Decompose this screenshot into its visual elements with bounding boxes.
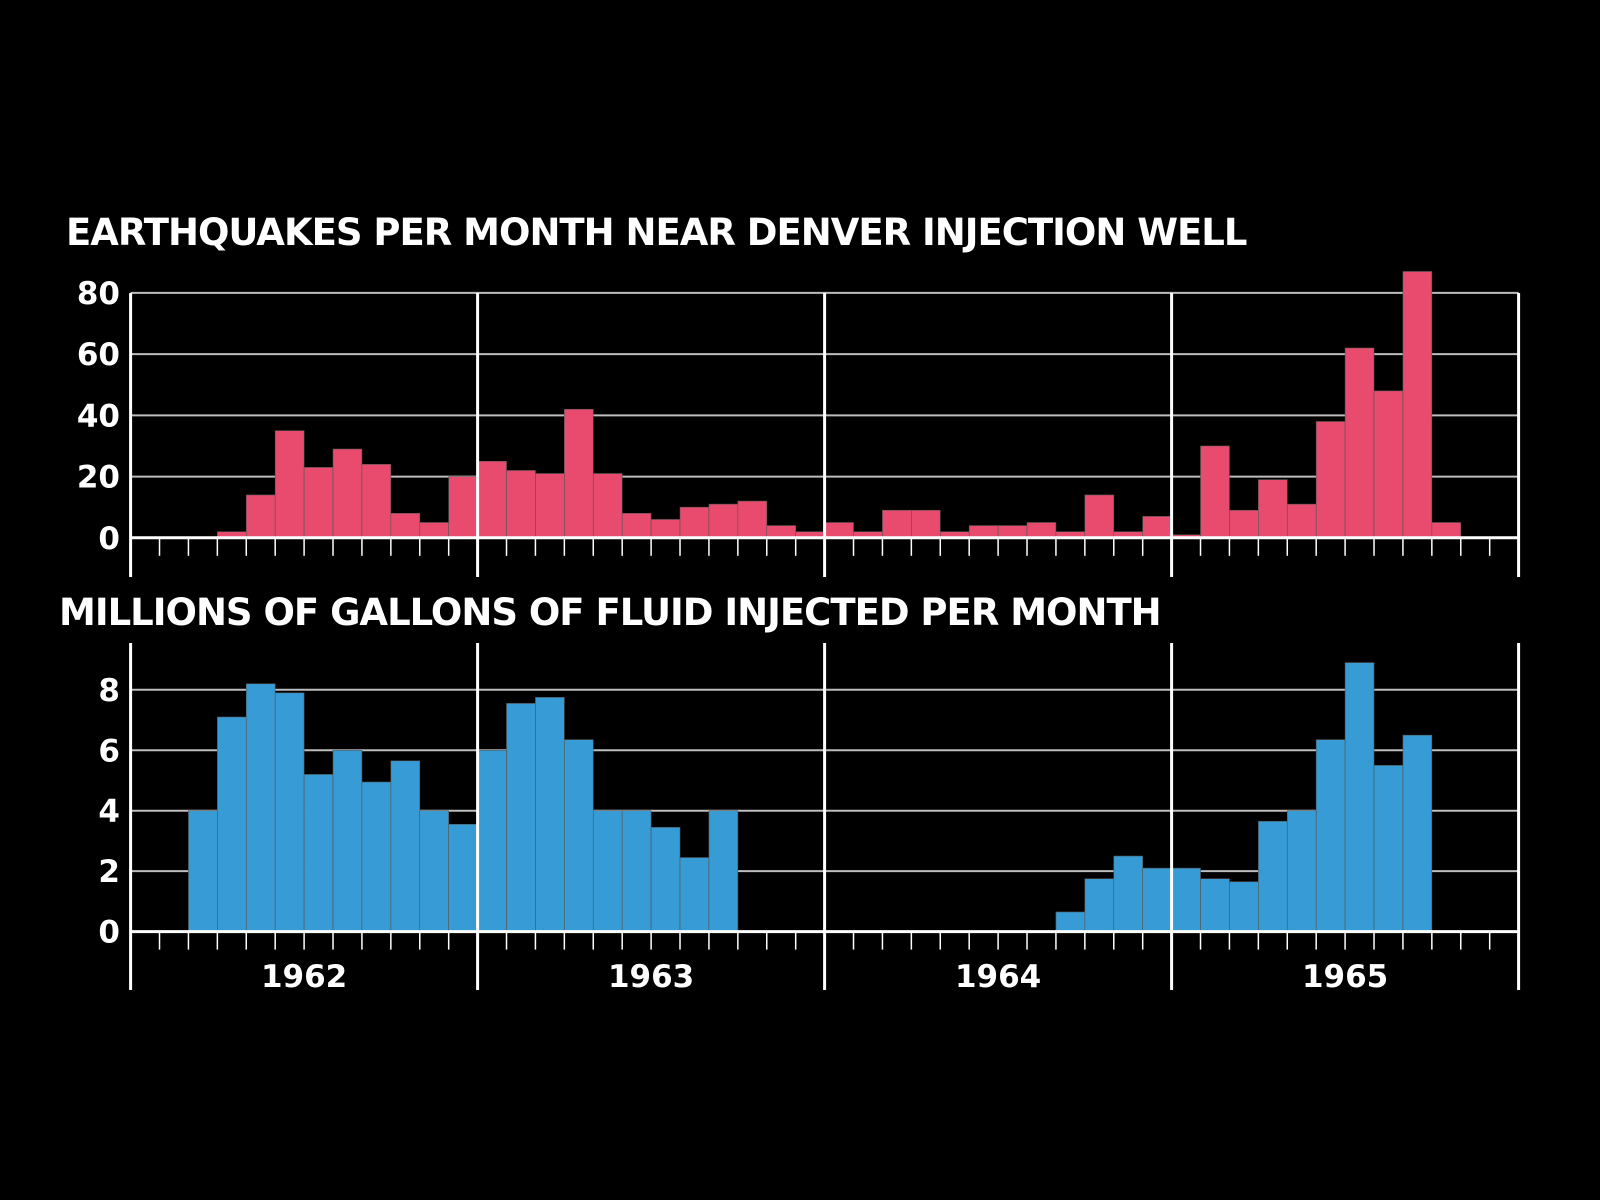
- bar: [592, 810, 623, 932]
- bar: [1373, 765, 1404, 932]
- bar: [679, 857, 710, 932]
- injection-chart: 0 2 4 6 8: [98, 643, 1521, 990]
- bar: [1142, 867, 1172, 932]
- bar: [217, 716, 247, 932]
- bar: [245, 494, 276, 539]
- bar: [592, 473, 623, 539]
- bar: [361, 781, 392, 932]
- bar: [419, 810, 449, 932]
- bar: [274, 692, 305, 932]
- bar: [824, 522, 854, 539]
- bar: [1055, 911, 1086, 932]
- bar: [1315, 739, 1346, 932]
- bar: [1315, 421, 1346, 539]
- bar: [708, 810, 739, 932]
- bar: [361, 464, 392, 539]
- bar: [1286, 503, 1317, 539]
- bar: [1084, 494, 1115, 539]
- bar: [650, 519, 681, 539]
- bar: [274, 430, 305, 539]
- year-label: 1963: [608, 959, 694, 995]
- bar: [679, 506, 710, 539]
- bar: [390, 760, 421, 932]
- bar: [1431, 522, 1462, 539]
- bar: [535, 697, 565, 932]
- bar: [1344, 662, 1375, 932]
- year-label: 1964: [955, 959, 1041, 995]
- y-tick-label: 0: [98, 521, 120, 557]
- y-tick-label: 40: [77, 398, 120, 434]
- bar: [506, 703, 536, 932]
- earthquake-chart: 0 20 40 60 80: [77, 271, 1521, 577]
- y-tick-label: 2: [98, 854, 120, 890]
- bar: [1286, 810, 1317, 932]
- bar: [332, 448, 363, 539]
- y-tick-label: 8: [98, 673, 120, 709]
- bar: [968, 525, 999, 539]
- year-labels: 1962 1963 1964 1965: [261, 959, 1388, 995]
- y-tick-label: 0: [98, 915, 120, 951]
- bar: [650, 827, 681, 932]
- year-label: 1965: [1302, 959, 1388, 995]
- bar: [419, 522, 449, 539]
- bar: [766, 525, 796, 539]
- bar: [621, 513, 652, 539]
- y-tick-label: 80: [77, 276, 120, 312]
- bar: [1402, 271, 1433, 539]
- bar: [390, 513, 421, 539]
- bar: [245, 683, 276, 932]
- y-tick-label: 20: [77, 460, 120, 496]
- bar: [564, 408, 594, 539]
- bar: [1258, 479, 1288, 539]
- year-label: 1962: [261, 959, 347, 995]
- bar: [448, 476, 478, 539]
- bar: [1229, 881, 1259, 932]
- bar: [564, 739, 594, 932]
- bar: [477, 460, 507, 539]
- y-tick-label: 60: [77, 337, 120, 373]
- earthquake-chart-title: EARTHQUAKES PER MONTH NEAR DENVER INJECT…: [66, 211, 1247, 254]
- bar: [882, 509, 912, 539]
- bar: [1113, 855, 1143, 932]
- injection-chart-title: MILLIONS OF GALLONS OF FLUID INJECTED PE…: [59, 591, 1161, 634]
- y-tick-label: 6: [98, 733, 120, 769]
- bar: [535, 473, 565, 539]
- bar: [1026, 522, 1057, 539]
- bar: [1402, 734, 1433, 932]
- bar: [1084, 878, 1115, 932]
- bar: [1229, 509, 1259, 539]
- bar: [911, 509, 941, 539]
- bar: [1142, 516, 1172, 539]
- bar: [188, 810, 218, 932]
- bar: [477, 749, 507, 932]
- bar: [1258, 820, 1288, 932]
- bar: [506, 470, 536, 539]
- bar: [1344, 347, 1375, 539]
- bar: [708, 503, 739, 539]
- bar: [332, 749, 363, 932]
- bar: [1200, 878, 1230, 932]
- bar: [448, 824, 478, 932]
- y-tick-label: 4: [98, 794, 120, 830]
- bar: [621, 810, 652, 932]
- bar: [997, 525, 1028, 539]
- bar: [1171, 867, 1201, 932]
- bar: [303, 774, 334, 932]
- bar: [1373, 390, 1404, 539]
- bar: [1200, 445, 1230, 539]
- bar: [303, 467, 334, 539]
- bar: [737, 500, 768, 539]
